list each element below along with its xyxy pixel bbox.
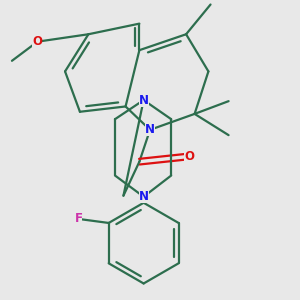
Text: N: N: [145, 123, 155, 136]
Text: O: O: [32, 35, 42, 48]
Text: F: F: [74, 212, 83, 225]
Text: N: N: [139, 94, 148, 106]
Text: O: O: [184, 150, 194, 163]
Text: N: N: [139, 190, 148, 203]
